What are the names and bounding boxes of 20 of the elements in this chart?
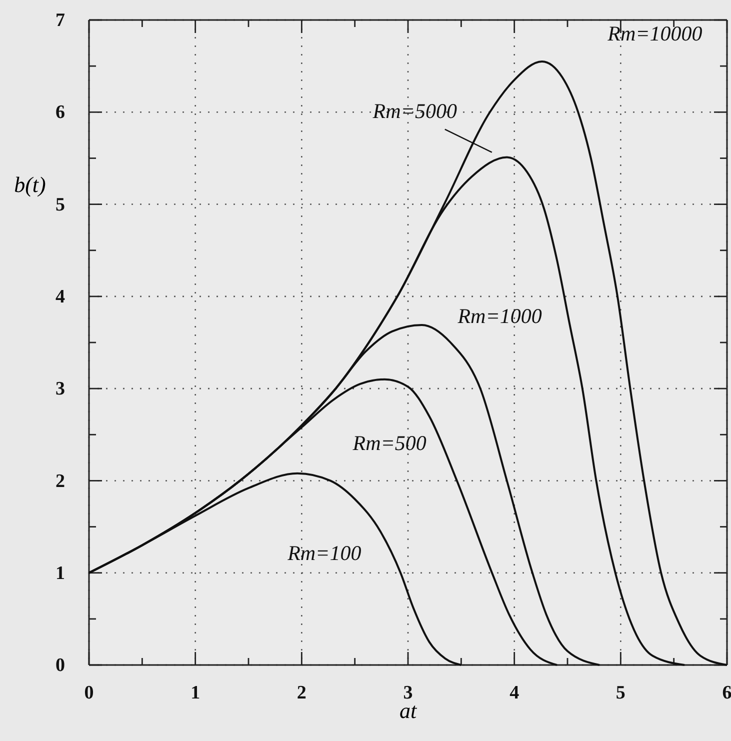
y-tick-label: 6 [56, 102, 65, 124]
y-tick-label: 0 [56, 655, 65, 676]
y-tick-label: 4 [56, 286, 66, 308]
text: Rm=5000 [372, 99, 458, 124]
text: Rm=10000 [606, 21, 703, 46]
series-label: Rm=500 [352, 431, 427, 456]
y-tick-label: 2 [56, 470, 65, 492]
y-tick-label: 5 [56, 194, 65, 216]
series-label: Rm=1000 [456, 304, 542, 328]
x-tick-label: 0 [84, 682, 94, 704]
y-tick-label: 1 [56, 562, 65, 584]
x-tick-label: 2 [296, 682, 306, 704]
y-axis-title: b(t) [14, 172, 46, 197]
x-tick-label: 6 [722, 682, 731, 704]
x-tick-label: 1 [190, 682, 200, 704]
y-tick-label: 7 [56, 10, 66, 32]
x-tick-label: 5 [616, 682, 626, 704]
y-tick-label: 3 [56, 378, 65, 400]
x-tick-label: 4 [510, 682, 520, 704]
series-label: Rm=100 [286, 541, 362, 566]
